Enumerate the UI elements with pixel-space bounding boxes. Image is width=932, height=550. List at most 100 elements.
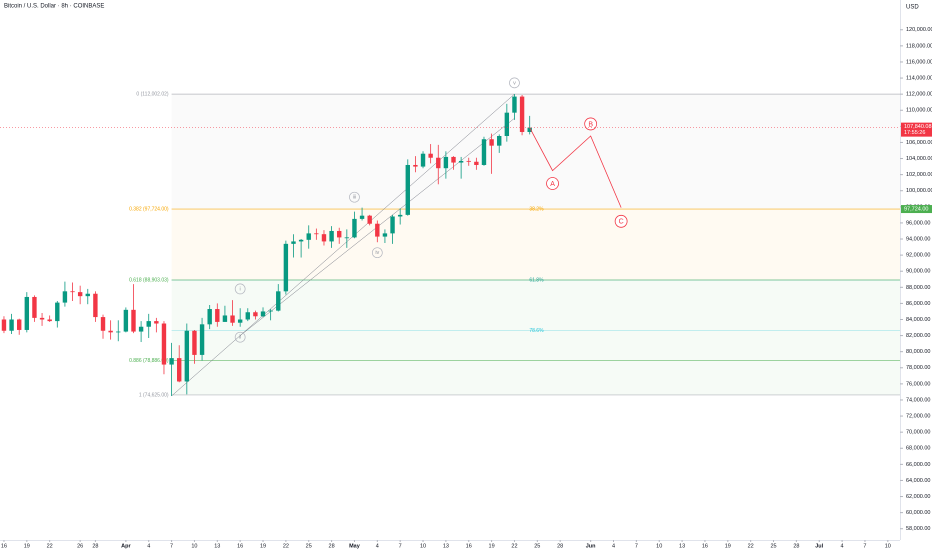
- x-tick-label: 22: [748, 543, 754, 549]
- x-tick-label: 7: [635, 543, 638, 549]
- channel-line: [171, 93, 515, 397]
- candle-body: [199, 324, 205, 355]
- candle-body: [504, 112, 510, 137]
- candle-body: [55, 302, 60, 322]
- x-tick-label: Jun: [586, 543, 596, 549]
- fib-band: [171, 209, 901, 281]
- candle-body: [413, 164, 418, 167]
- x-tick-label: 25: [770, 543, 776, 549]
- corrective-label: A: [550, 181, 555, 188]
- corrective-marker: [614, 214, 628, 228]
- x-tick-label: 22: [283, 543, 289, 549]
- wave-label: iii: [353, 195, 357, 201]
- candle-body: [443, 156, 449, 169]
- wave-label: iv: [375, 250, 379, 256]
- y-tick-label: 110,000.00: [906, 108, 932, 114]
- candle-body: [466, 160, 471, 162]
- wave-label: v: [513, 80, 516, 86]
- y-tick-label: 88,000.00: [906, 285, 930, 291]
- candle-body: [451, 156, 456, 163]
- candle-body: [62, 291, 68, 303]
- x-tick-label: 16: [466, 543, 472, 549]
- candle-body: [192, 330, 197, 355]
- x-tick-label: 19: [24, 543, 30, 549]
- y-tick-label: 68,000.00: [906, 446, 930, 452]
- candle-body: [222, 315, 228, 322]
- y-tick-label: 106,000.00: [906, 140, 932, 146]
- candle-body: [306, 233, 311, 240]
- y-tick-label: 78,000.00: [906, 365, 930, 371]
- candle-body: [329, 230, 334, 242]
- fib-label: 0.618 (88,903.03): [129, 277, 169, 283]
- y-tick-label: 100,000.00: [906, 188, 932, 194]
- y-tick-label: 70,000.00: [906, 430, 930, 436]
- candle-body: [161, 323, 167, 365]
- wave-marker: [234, 331, 246, 343]
- candle-body: [47, 319, 52, 322]
- corrective-label: C: [619, 219, 624, 226]
- candle-body: [85, 293, 90, 297]
- y-tick-label: 64,000.00: [906, 478, 930, 484]
- candle-body: [260, 311, 266, 317]
- fib-percent-label: 78.6%: [529, 328, 544, 334]
- x-tick-label: 7: [863, 543, 866, 549]
- candle-body: [253, 312, 258, 317]
- fib-label: 0.886 (78,886.00): [129, 358, 169, 364]
- fib-label: 0.382 (97,724.00): [129, 206, 169, 212]
- y-tick-label: 80,000.00: [906, 349, 930, 355]
- y-tick-label: 112,000.00: [906, 92, 932, 98]
- candle-body: [123, 309, 129, 332]
- candle-body: [100, 317, 106, 331]
- candle-body: [497, 136, 502, 146]
- candle-body: [352, 218, 357, 238]
- x-tick-label: Jul: [815, 543, 823, 549]
- y-tick-label: 72,000.00: [906, 414, 930, 420]
- level-tag: [901, 205, 932, 214]
- candle-body: [359, 215, 365, 219]
- candle-body: [169, 358, 174, 365]
- candle-body: [77, 292, 83, 297]
- x-tick-label: 28: [557, 543, 563, 549]
- y-tick-label: 116,000.00: [906, 59, 932, 65]
- candle-body: [215, 309, 220, 322]
- y-tick-label: 114,000.00: [906, 76, 932, 82]
- x-tick-label: 4: [147, 543, 150, 549]
- candle-body: [207, 309, 212, 325]
- x-tick-label: 22: [47, 543, 53, 549]
- candle-body: [108, 330, 113, 333]
- candle-body: [321, 234, 327, 242]
- countdown: 17:55:26: [904, 130, 925, 136]
- x-tick-label: 7: [170, 543, 173, 549]
- candle-body: [116, 331, 121, 333]
- candle-body: [70, 291, 75, 293]
- candle-body: [291, 241, 296, 244]
- candle-body: [474, 161, 479, 165]
- y-tick-label: 86,000.00: [906, 301, 930, 307]
- chart-title: Bitcoin / U.S. Dollar · 8h · COINBASE: [4, 4, 104, 10]
- wave-label: ii: [239, 335, 241, 341]
- y-tick-label: 66,000.00: [906, 462, 930, 468]
- candle-body: [138, 326, 144, 332]
- projection-path: [529, 127, 622, 208]
- x-tick-label: 4: [612, 543, 615, 549]
- candle-body: [276, 291, 281, 311]
- candle-body: [131, 309, 136, 332]
- candle-body: [283, 243, 289, 292]
- wave-marker: [349, 191, 360, 203]
- wave-marker: [371, 247, 383, 259]
- fib-band: [171, 360, 901, 395]
- corrective-marker: [584, 117, 598, 131]
- x-tick-label: 10: [420, 543, 426, 549]
- x-tick-label: 16: [1, 543, 7, 549]
- candle-body: [436, 157, 441, 169]
- candle-body: [344, 237, 350, 239]
- candle-body: [405, 164, 410, 215]
- y-tick-label: 84,000.00: [906, 317, 930, 323]
- y-tick-label: 102,000.00: [906, 172, 932, 178]
- candle-body: [458, 160, 464, 163]
- candle-body: [519, 96, 525, 132]
- x-tick-label: 28: [92, 543, 98, 549]
- y-tick-label: 118,000.00: [906, 43, 932, 49]
- x-tick-label: 13: [214, 543, 220, 549]
